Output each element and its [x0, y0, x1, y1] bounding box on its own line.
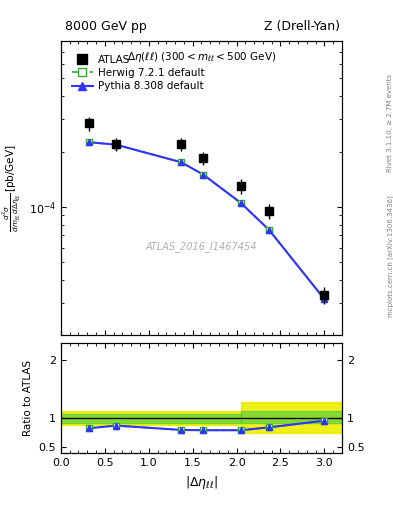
- Text: Z (Drell-Yan): Z (Drell-Yan): [264, 20, 340, 33]
- Legend: ATLAS, Herwig 7.2.1 default, Pythia 8.308 default: ATLAS, Herwig 7.2.1 default, Pythia 8.30…: [72, 55, 204, 91]
- Text: 8000 GeV pp: 8000 GeV pp: [65, 20, 147, 33]
- X-axis label: $|\Delta\eta_{\ell\ell}|$: $|\Delta\eta_{\ell\ell}|$: [185, 474, 218, 490]
- Y-axis label: Ratio to ATLAS: Ratio to ATLAS: [23, 360, 33, 436]
- Text: mcplots.cern.ch [arXiv:1306.3436]: mcplots.cern.ch [arXiv:1306.3436]: [387, 195, 393, 317]
- Text: $\Delta\eta(\ell\ell)\ (300 < m_{\ell\ell} < 500\ {\rm GeV})$: $\Delta\eta(\ell\ell)\ (300 < m_{\ell\el…: [127, 50, 276, 64]
- Text: Rivet 3.1.10, ≥ 2.7M events: Rivet 3.1.10, ≥ 2.7M events: [387, 74, 393, 172]
- Text: ATLAS_2016_I1467454: ATLAS_2016_I1467454: [146, 242, 257, 252]
- Y-axis label: $\frac{d^2\sigma}{d\,m_{\ell\ell}\,d\Delta\eta_{\ell\ell}^{}}\,[{\rm pb/GeV}]$: $\frac{d^2\sigma}{d\,m_{\ell\ell}\,d\Del…: [1, 144, 23, 232]
